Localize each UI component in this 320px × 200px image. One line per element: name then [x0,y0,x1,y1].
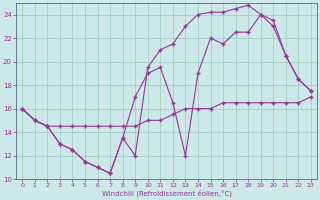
X-axis label: Windchill (Refroidissement éolien,°C): Windchill (Refroidissement éolien,°C) [101,190,232,197]
